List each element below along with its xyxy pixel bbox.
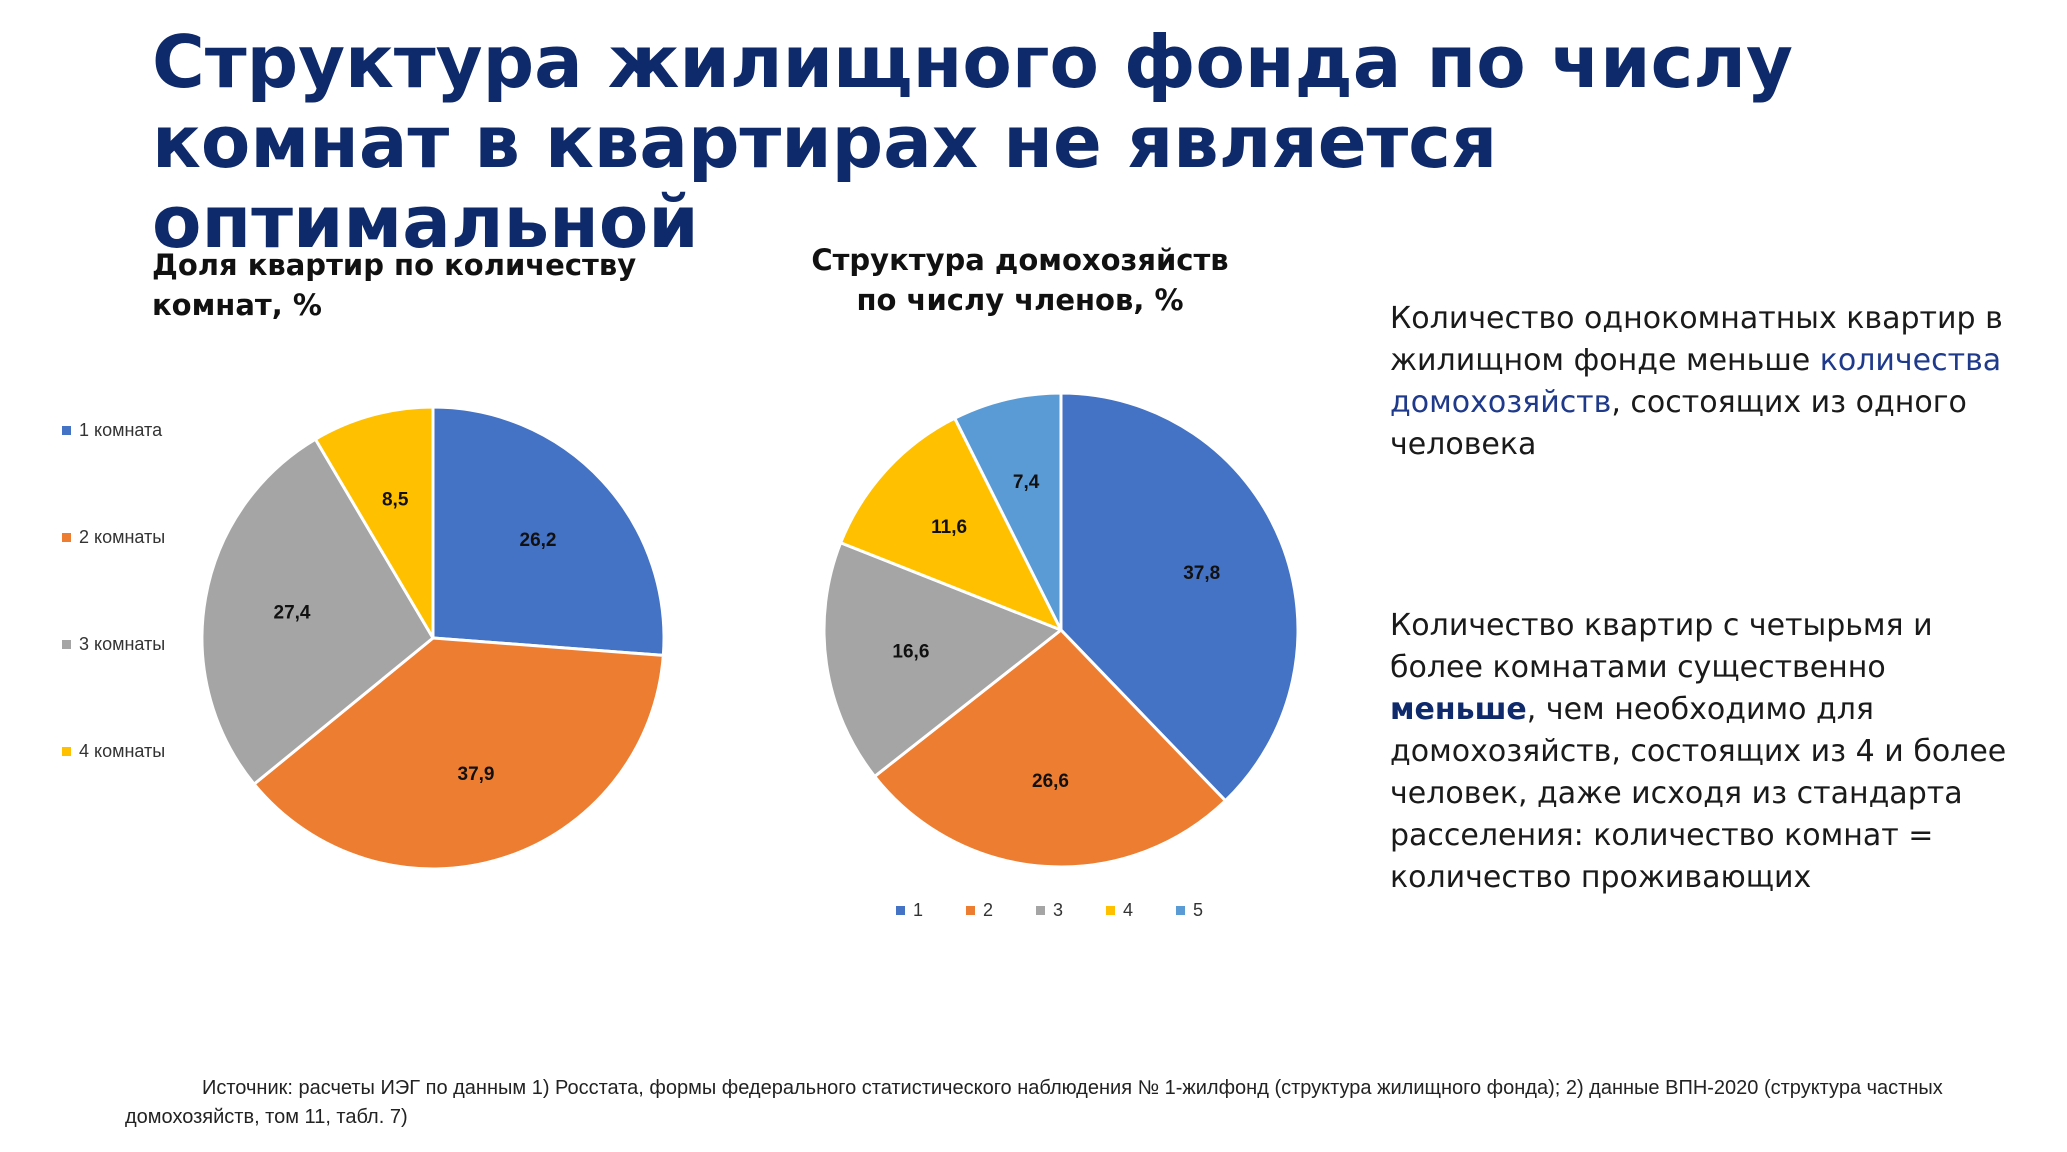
legend-swatch	[62, 426, 71, 435]
text-block-1-highlight: количества домохозяйств	[1390, 343, 2002, 420]
legend-item: 1 комната	[62, 420, 162, 441]
legend-item: 1	[896, 900, 923, 921]
pie-data-label: 26,2	[520, 530, 557, 551]
legend-item: 2 комнаты	[62, 527, 165, 548]
legend-item: 3 комнаты	[62, 634, 165, 655]
text-block-2-after: , чем необходимо для домохозяйств, состо…	[1390, 692, 2007, 895]
legend-swatch	[62, 640, 71, 649]
legend-label: 3 комнаты	[79, 634, 166, 654]
text-block-2-highlight: меньше	[1390, 692, 1527, 727]
pie-slice	[252, 636, 665, 871]
legend-item: 5	[1176, 900, 1203, 921]
legend-item: 4	[1106, 900, 1133, 921]
legend-swatch	[966, 906, 975, 915]
pie-slice	[431, 405, 666, 657]
pie-slice	[953, 391, 1063, 632]
pie-data-label: 8,5	[382, 489, 409, 510]
pie-data-label: 27,4	[274, 602, 311, 623]
legend-label: 5	[1193, 900, 1204, 920]
text-block-four-rooms: Количество квартир с четырьмя и более ко…	[1390, 605, 2010, 899]
pie-slice	[822, 541, 1063, 778]
pie-data-label: 16,6	[892, 641, 929, 662]
pie-slice	[313, 405, 435, 640]
legend-swatch	[1106, 906, 1115, 915]
pie-data-label: 7,4	[1013, 472, 1040, 493]
text-block-1-after: , состоящих из одного человека	[1390, 385, 1967, 462]
legend-item: 2	[966, 900, 993, 921]
legend-item: 3	[1036, 900, 1063, 921]
legend-swatch	[62, 533, 71, 542]
text-block-2-before: Количество квартир с четырьмя и более ко…	[1390, 608, 1933, 685]
legend-label: 2	[983, 900, 994, 920]
pie-slice	[200, 437, 435, 786]
chart-title-apartments: Доля квартир по количеству комнат, %	[152, 248, 637, 322]
pie-slice	[1059, 391, 1300, 803]
legend-swatch	[1036, 906, 1045, 915]
source-note: Источник: расчеты ИЭГ по данным 1) Росст…	[125, 1077, 1943, 1128]
pie-slice	[839, 416, 1063, 632]
pie-data-label: 37,9	[458, 764, 495, 785]
pie-chart-households: 37,8 26,6 16,6 11,6 7,4	[822, 391, 1300, 869]
text-block-one-room: Количество однокомнатных квартир в жилищ…	[1390, 298, 2010, 466]
slide-title: Структура жилищного фонда по числу комна…	[152, 20, 1793, 264]
legend-label: 2 комнаты	[79, 527, 166, 547]
pie-data-label: 37,8	[1183, 563, 1220, 584]
legend-label: 1	[913, 900, 924, 920]
legend-label: 1 комната	[79, 420, 163, 440]
legend-label: 4 комнаты	[79, 741, 166, 761]
legend-label: 3	[1053, 900, 1064, 920]
legend-swatch	[896, 906, 905, 915]
legend-swatch	[62, 747, 71, 756]
pie-data-label: 26,6	[1032, 771, 1069, 792]
pie-chart-apartments: 26,2 37,9 27,4 8,5	[200, 405, 666, 871]
legend-item: 4 комнаты	[62, 741, 165, 762]
pie-slice	[873, 628, 1227, 869]
legend-swatch	[1176, 906, 1185, 915]
legend-label: 4	[1123, 900, 1134, 920]
text-block-1-before: Количество однокомнатных квартир в жилищ…	[1390, 301, 2003, 378]
chart-title-households: Структура домохозяйств по числу членов, …	[811, 243, 1229, 317]
pie-data-label: 11,6	[931, 517, 967, 538]
